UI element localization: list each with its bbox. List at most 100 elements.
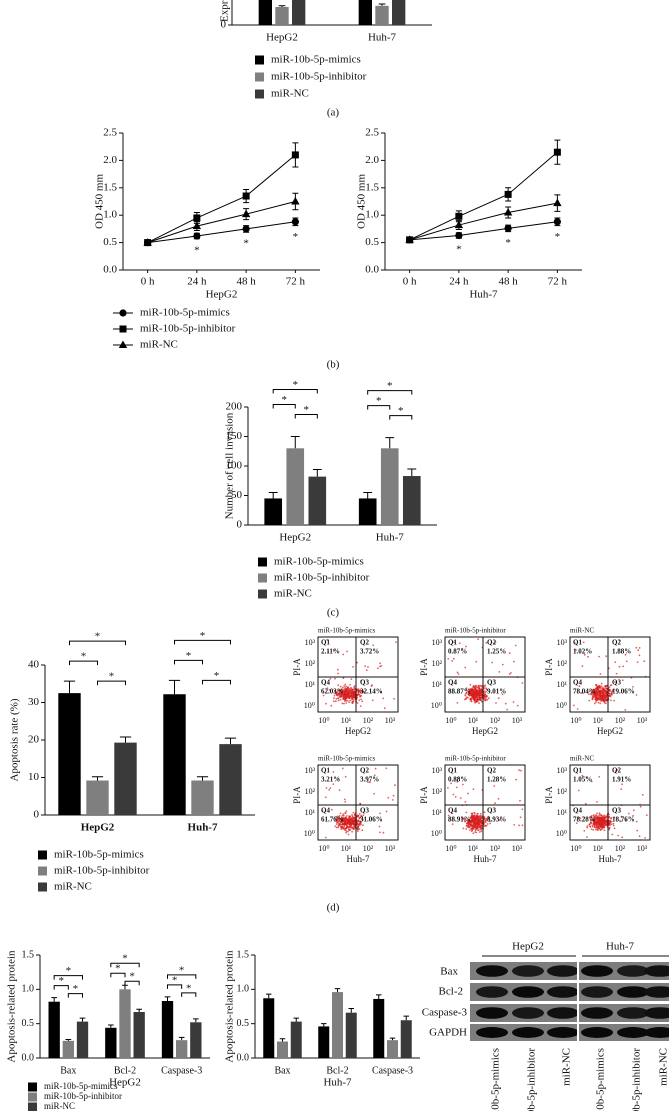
quadrant-percent: 88.91% xyxy=(448,816,471,824)
event-dot xyxy=(335,816,338,818)
legend-label: miR-NC xyxy=(54,881,92,893)
event-dot xyxy=(597,816,599,818)
event-dot xyxy=(483,817,486,820)
event-dot xyxy=(477,638,479,641)
event-dot xyxy=(479,696,481,698)
event-dot xyxy=(464,820,466,823)
legend-swatch xyxy=(118,340,128,348)
event-dot xyxy=(576,708,579,710)
error-bar xyxy=(348,1008,354,1013)
event-dot xyxy=(608,828,611,831)
x-tick-label: 10² xyxy=(363,716,374,725)
blot-band xyxy=(617,965,649,977)
marker xyxy=(504,190,512,198)
bar xyxy=(318,1026,330,1058)
event-dot xyxy=(462,827,465,830)
event-dot xyxy=(589,693,592,696)
event-dot xyxy=(471,813,474,815)
event-dot xyxy=(475,831,478,834)
quadrant-name: Q2 xyxy=(360,767,369,775)
quadrant-name: Q3 xyxy=(360,679,369,687)
event-dot xyxy=(603,700,606,702)
event-dot xyxy=(348,826,351,828)
event-dot xyxy=(337,684,340,687)
event-dot xyxy=(357,828,359,831)
event-dot xyxy=(610,694,613,696)
significance-label: * xyxy=(304,404,310,416)
event-dot xyxy=(343,820,345,823)
event-dot xyxy=(480,697,483,700)
event-dot xyxy=(464,666,467,669)
quadrant-percent: 1.25% xyxy=(487,648,506,656)
event-dot xyxy=(599,826,602,828)
y-tick-label: 30 xyxy=(28,696,40,708)
event-dot xyxy=(574,642,576,645)
blot-protein: Caspase-3 xyxy=(422,1007,468,1019)
event-dot xyxy=(346,687,349,689)
event-dot xyxy=(450,782,452,785)
significance-label: * xyxy=(129,971,135,983)
event-dot xyxy=(508,652,511,655)
event-dot xyxy=(598,686,601,689)
legend-label: miR-NC xyxy=(44,1101,75,1111)
event-dot xyxy=(451,823,454,825)
event-dot xyxy=(348,687,350,690)
series-line xyxy=(147,201,296,244)
event-dot xyxy=(479,699,482,701)
event-dot xyxy=(345,822,347,825)
event-dot xyxy=(600,685,603,688)
event-dot xyxy=(392,794,395,797)
event-dot xyxy=(625,660,628,663)
bar xyxy=(380,448,399,525)
event-dot xyxy=(378,825,381,828)
significance-label: * xyxy=(200,630,206,642)
y-axis-label: Expr xyxy=(219,0,231,22)
event-dot xyxy=(475,820,478,823)
event-dot xyxy=(624,708,627,711)
y-tick-label: 1.5 xyxy=(365,181,379,193)
event-dot xyxy=(477,684,480,687)
y-axis-label: PI-A xyxy=(292,658,302,676)
blot-cell-line: Huh-7 xyxy=(606,941,635,953)
event-dot xyxy=(585,776,588,779)
event-dot xyxy=(328,788,331,791)
y-tick-label: 10⁰ xyxy=(431,701,442,710)
event-dot xyxy=(612,689,614,692)
event-dot xyxy=(497,797,500,800)
event-dot xyxy=(508,673,511,675)
event-dot xyxy=(513,660,515,663)
event-dot xyxy=(594,822,597,824)
quadrant-percent: 88.87% xyxy=(448,688,471,696)
event-dot xyxy=(332,649,335,651)
error-bar xyxy=(224,737,237,745)
event-dot xyxy=(593,826,596,829)
quadrant-percent: 9.01% xyxy=(487,688,506,696)
event-dot xyxy=(468,688,471,691)
y-tick-label: 2.0 xyxy=(365,154,379,166)
legend-swatch xyxy=(255,55,264,65)
event-dot xyxy=(506,708,509,711)
event-dot xyxy=(520,769,522,772)
series-line xyxy=(147,221,296,244)
event-dot xyxy=(638,654,641,657)
event-dot xyxy=(480,700,483,703)
event-dot xyxy=(458,642,461,645)
x-axis-label: Huh-7 xyxy=(474,854,497,864)
y-tick-label: 0 xyxy=(237,519,243,531)
blot-band xyxy=(476,1007,508,1019)
annotation: * xyxy=(456,244,462,256)
panel-label: (d) xyxy=(327,902,340,914)
bar xyxy=(76,1021,89,1058)
event-dot xyxy=(603,822,606,825)
legend-label: miR-10b-5p-mimics xyxy=(271,54,361,66)
event-dot xyxy=(583,816,586,819)
quadrant-name: Q4 xyxy=(448,807,457,815)
event-dot xyxy=(605,655,608,658)
event-dot xyxy=(596,801,598,803)
event-dot xyxy=(601,691,604,694)
quadrant-name: Q1 xyxy=(321,767,330,775)
event-dot xyxy=(478,688,480,691)
event-dot xyxy=(612,822,615,825)
blot-band xyxy=(644,1007,669,1019)
